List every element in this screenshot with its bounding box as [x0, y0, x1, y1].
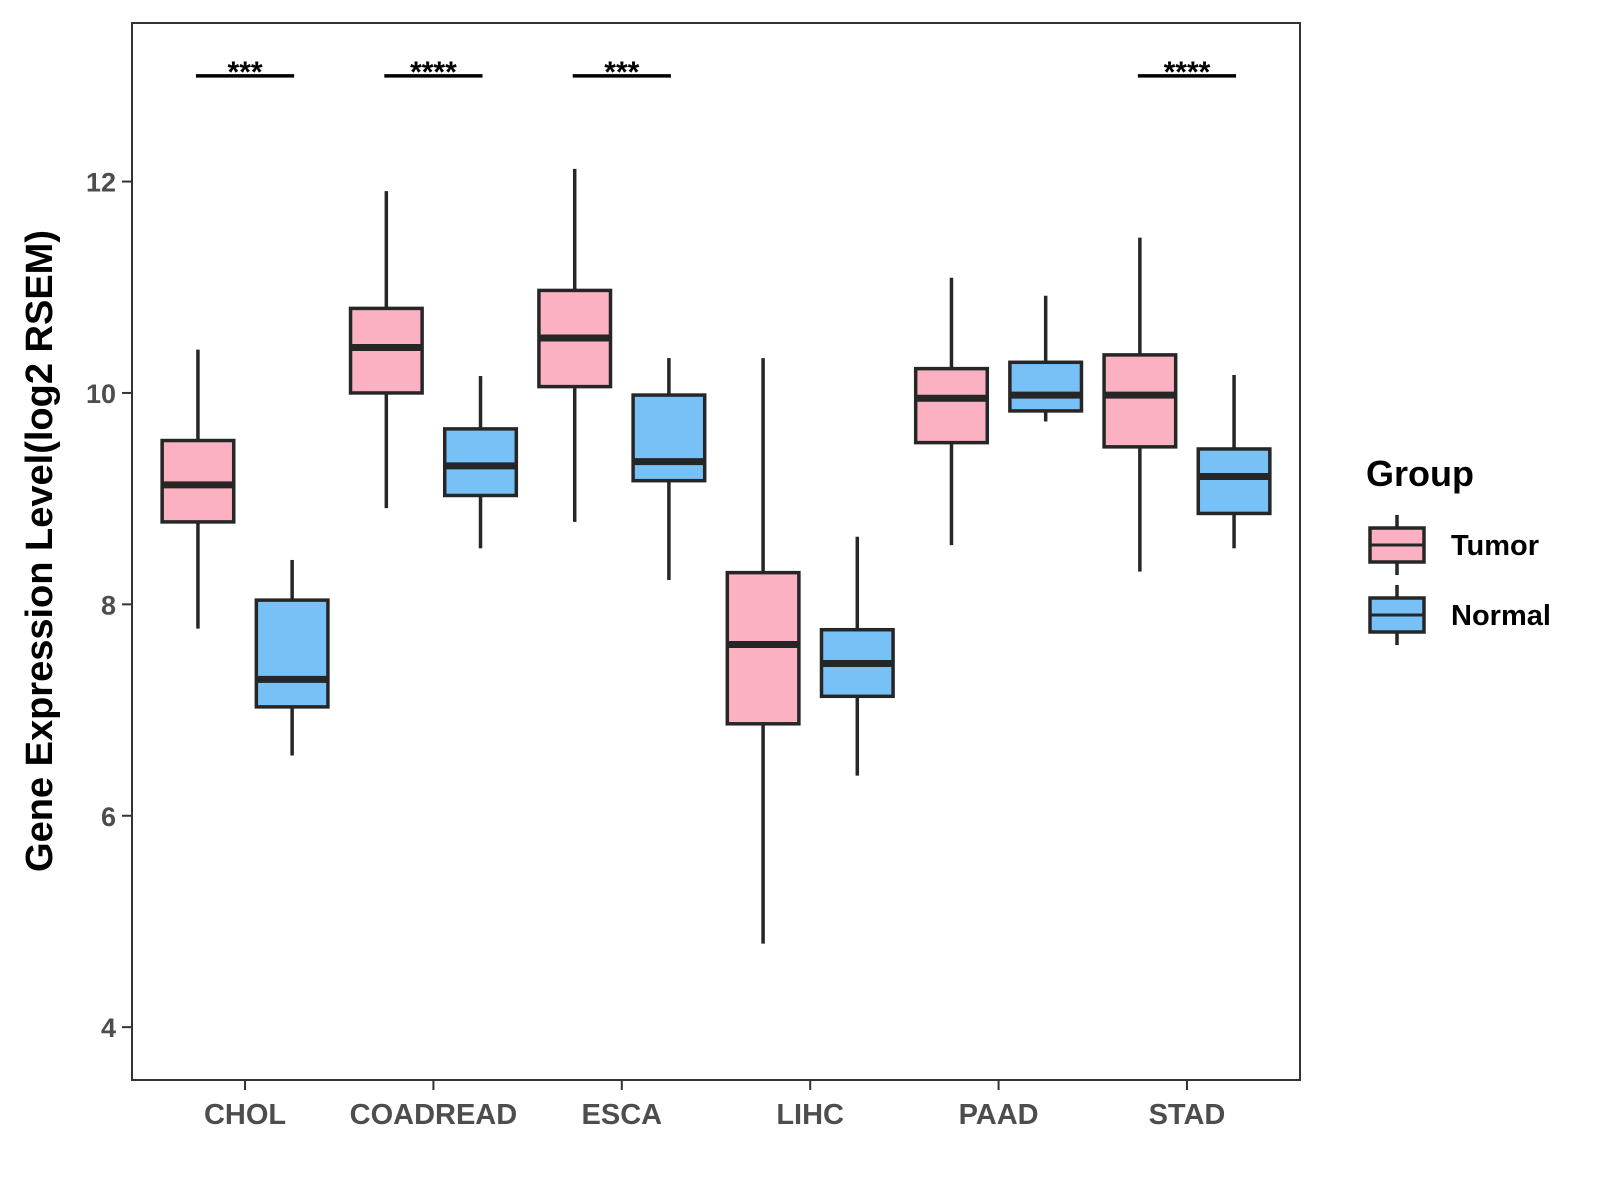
legend-key-normal [1368, 585, 1426, 645]
y-tick-label: 4 [101, 1013, 116, 1043]
y-tick-label: 8 [101, 590, 116, 620]
x-tick-label: LIHC [776, 1099, 844, 1131]
y-tick-label: 12 [86, 168, 116, 198]
box-body [160, 438, 236, 524]
box-normal-lihc [819, 536, 895, 776]
box-tumor-esca [537, 168, 613, 522]
y-axis-title: Gene Expression Level(log2 RSEM) [19, 230, 61, 872]
box-body [1102, 353, 1178, 449]
y-tick-label: 10 [86, 379, 116, 409]
x-tick-label: CHOL [204, 1099, 286, 1131]
box-body [913, 366, 990, 445]
x-tick-label: STAD [1149, 1099, 1226, 1131]
box-body [1196, 447, 1272, 516]
y-tick-label: 6 [101, 802, 116, 832]
box-normal-stad [1196, 374, 1272, 549]
significance-label: *** [228, 56, 263, 89]
x-tick-label: COADREAD [350, 1099, 518, 1131]
box-normal-chol [254, 559, 330, 756]
box-normal-esca [631, 358, 707, 581]
legend-label: Tumor [1451, 530, 1539, 562]
x-tick-label: ESCA [582, 1099, 663, 1131]
significance-label: **** [1164, 56, 1211, 89]
legend-key-tumor [1368, 515, 1426, 575]
box-body [254, 598, 330, 709]
box-tumor-coadread [348, 191, 424, 509]
legend-label: Normal [1451, 600, 1551, 632]
box-tumor-chol [160, 349, 236, 629]
box-tumor-paad [913, 277, 990, 546]
x-tick-label: PAAD [959, 1099, 1039, 1131]
box-body [725, 570, 801, 726]
plot-panel [131, 22, 1301, 1081]
box-body [1008, 360, 1084, 413]
box-normal-paad [1008, 295, 1084, 422]
box-body [631, 393, 707, 483]
significance-label: **** [410, 56, 457, 89]
box-tumor-stad [1102, 237, 1178, 572]
legend: Group Tumor Normal [1366, 453, 1551, 645]
significance-label: *** [604, 56, 639, 89]
box-body [442, 427, 519, 498]
box-tumor-lihc [725, 358, 801, 944]
box-normal-coadread [442, 376, 519, 549]
legend-title: Group [1366, 453, 1474, 494]
